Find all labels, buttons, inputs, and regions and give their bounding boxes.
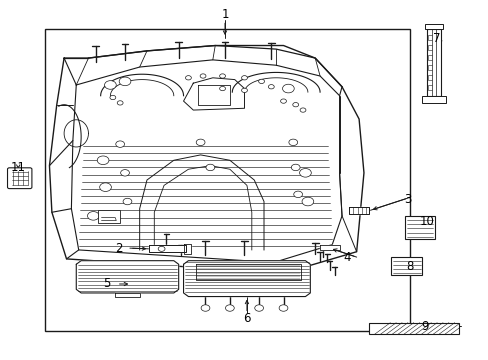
Bar [424, 24, 443, 30]
Circle shape [200, 74, 205, 78]
Circle shape [292, 103, 298, 107]
Bar [405, 216, 434, 239]
Bar [427, 65, 431, 70]
Circle shape [291, 164, 300, 171]
Circle shape [280, 99, 286, 103]
Bar [427, 35, 431, 40]
Circle shape [121, 170, 129, 176]
Polygon shape [76, 261, 178, 293]
Circle shape [104, 81, 116, 89]
Circle shape [123, 198, 132, 205]
Text: 6: 6 [243, 311, 250, 325]
Bar [44, 30, 409, 330]
Circle shape [254, 305, 263, 311]
Bar [368, 323, 458, 334]
Polygon shape [183, 244, 190, 254]
Circle shape [116, 141, 124, 147]
Bar [427, 55, 431, 60]
Polygon shape [183, 261, 310, 297]
Bar [427, 45, 431, 50]
Polygon shape [115, 293, 140, 297]
Polygon shape [195, 264, 300, 280]
Text: 1: 1 [221, 8, 228, 21]
Text: 7: 7 [432, 32, 440, 45]
Circle shape [268, 85, 274, 89]
Polygon shape [348, 207, 368, 214]
Circle shape [196, 139, 204, 145]
Circle shape [201, 305, 209, 311]
Bar [427, 30, 440, 96]
Text: 8: 8 [406, 260, 413, 273]
Circle shape [117, 101, 123, 105]
Circle shape [219, 86, 225, 91]
Text: 11: 11 [11, 161, 26, 174]
Circle shape [219, 74, 225, 78]
Text: 5: 5 [103, 278, 110, 291]
Circle shape [300, 108, 305, 112]
Text: 9: 9 [420, 320, 428, 333]
Circle shape [302, 197, 313, 206]
Polygon shape [320, 244, 339, 250]
Circle shape [282, 84, 294, 93]
Circle shape [258, 79, 264, 84]
Circle shape [205, 164, 214, 171]
Circle shape [279, 305, 287, 311]
Circle shape [87, 212, 99, 220]
Circle shape [299, 168, 311, 177]
Bar [427, 75, 431, 80]
Text: 4: 4 [343, 251, 350, 264]
Circle shape [97, 156, 109, 165]
Text: 2: 2 [115, 242, 122, 255]
Bar [390, 257, 422, 275]
FancyBboxPatch shape [7, 168, 32, 189]
Polygon shape [49, 45, 363, 273]
Circle shape [241, 76, 247, 80]
Circle shape [185, 76, 191, 80]
Circle shape [241, 88, 247, 93]
Bar [422, 96, 445, 103]
Text: 3: 3 [404, 193, 411, 206]
Text: 10: 10 [419, 215, 434, 229]
Polygon shape [149, 245, 185, 252]
Bar [427, 85, 431, 90]
Bar [98, 211, 120, 223]
Circle shape [110, 95, 116, 100]
Polygon shape [198, 85, 229, 105]
Circle shape [288, 139, 297, 145]
Circle shape [158, 246, 164, 251]
Circle shape [293, 191, 302, 198]
Circle shape [119, 77, 131, 86]
Circle shape [225, 305, 234, 311]
Circle shape [100, 183, 111, 192]
